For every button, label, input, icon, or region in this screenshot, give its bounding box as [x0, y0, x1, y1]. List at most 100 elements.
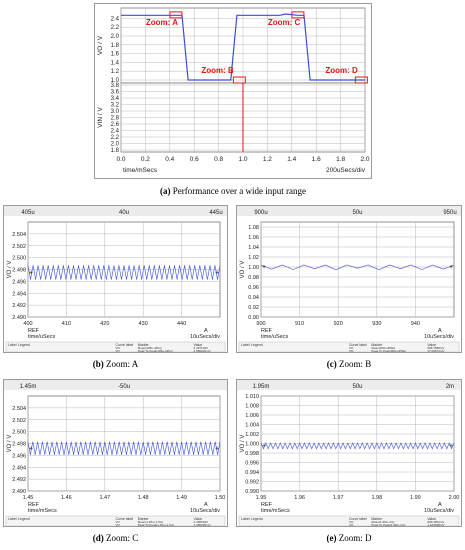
- legend-header: Label: [8, 343, 17, 347]
- legend-header: Legend: [251, 517, 263, 521]
- y-tick-label: 1.04: [248, 245, 259, 251]
- y-axis-label: VO / V: [240, 261, 246, 279]
- zoom-marker-box: [169, 11, 183, 19]
- y-tick-label: 2.498: [12, 442, 26, 448]
- x-tick-label: 920: [334, 321, 343, 327]
- cursor-left-label: 900u: [254, 210, 267, 216]
- a-label: A: [438, 502, 442, 508]
- x-axis-label: time/mSecs: [123, 167, 158, 174]
- y-tick-label: 1.002: [245, 432, 259, 438]
- x-tick-label: 0.8: [214, 156, 223, 163]
- x-tick-label: 0.4: [165, 156, 174, 163]
- legend-cell: 2.496693V: [194, 520, 209, 524]
- y-axis-label: VO / V: [7, 261, 13, 279]
- caption-b-text: Zoom: A: [105, 359, 139, 369]
- legend-header: Curve label: [349, 343, 367, 347]
- caption-a-label: (a): [160, 186, 171, 196]
- y-tick-label: 2.498: [12, 268, 26, 274]
- marker-plus: +: [29, 445, 33, 452]
- legend-header: Value: [194, 517, 203, 521]
- legend-header: Label: [241, 343, 250, 347]
- caption-c-text: Zoom: B: [338, 359, 372, 369]
- y-tick-label: 2.504: [12, 232, 26, 238]
- legend-header: Marker: [138, 517, 150, 521]
- ref-label: REF: [28, 502, 40, 508]
- legend-cell: 2.497135V: [194, 346, 209, 350]
- cursor-header: [4, 206, 227, 216]
- cursor-right-label: 445u: [209, 210, 222, 216]
- cursor-left-label: 1.95m: [253, 384, 270, 390]
- y-tick-label: 2.500: [12, 256, 26, 262]
- x-tick-label: 1.0: [238, 156, 247, 163]
- x-axis-label: time/uSecs: [28, 334, 55, 340]
- cursor-left-label: 1.45m: [20, 384, 37, 390]
- marker-plus: +: [215, 269, 219, 276]
- legend-header: Label: [241, 517, 250, 521]
- chart-b-svg: 405u 40u 445u 2.504 2.502 2.500 2.498 2.496 2.49…: [4, 206, 227, 352]
- y-tick-label: 2.490: [12, 315, 26, 321]
- y-tick-label: 2.6: [111, 122, 120, 128]
- y-tick-label: 2.0: [111, 142, 120, 148]
- caption-d: (d) Zoom: C: [3, 533, 228, 543]
- y-tick-label: 1.0: [111, 78, 120, 84]
- legend-cell: Peak To Peak(1.95m-2m): [371, 523, 405, 526]
- cursor-delta-label: 50u: [352, 210, 362, 216]
- y-tick-label: 0.98: [248, 275, 259, 281]
- y-tick-label: 1.00: [248, 265, 259, 271]
- legend-cell: VO: [349, 520, 354, 524]
- legend-header: Legend: [18, 343, 30, 347]
- legend-cell: 998.7858mV: [427, 346, 444, 350]
- y-tick-label: 3.2: [111, 103, 120, 109]
- legend-cell: Peak To Peak(1.45m-1.5m): [138, 523, 174, 526]
- marker-plus: +: [449, 264, 453, 271]
- y-tick-label: 1.6: [111, 52, 120, 58]
- cursor-header: [237, 380, 461, 390]
- legend-strip: [238, 341, 460, 352]
- x-axis-label: time/mSecs: [28, 508, 57, 514]
- y-tick-label: 1.8: [111, 148, 120, 154]
- x-tick-label: 1.99: [410, 495, 421, 501]
- vo-ripple-trace: [27, 265, 221, 280]
- caption-d-label: (d): [92, 533, 104, 543]
- legend-header: Value: [427, 517, 436, 521]
- legend-cell: VO: [116, 520, 121, 524]
- y-tick-label: 3.0: [111, 109, 120, 115]
- marker-plus: +: [449, 443, 453, 450]
- x-tick-label: 1.98: [371, 495, 382, 501]
- zoom-marker-box: [291, 11, 305, 19]
- marker-plus: +: [215, 445, 219, 452]
- y-axis-label: VO / V: [97, 35, 104, 55]
- cursor-right-label: 950u: [443, 210, 456, 216]
- legend-header: Legend: [251, 343, 263, 347]
- caption-e-label: (e): [326, 533, 337, 543]
- legend-strip: [5, 341, 226, 352]
- ref-label: REF: [261, 502, 273, 508]
- y-tick-label: 1.2: [111, 69, 120, 75]
- legend-cell: VO: [116, 346, 121, 350]
- vo-ripple-trace: [27, 441, 221, 455]
- x-tick-label: 410: [62, 321, 71, 327]
- legend-cell: VO: [349, 349, 354, 352]
- x-tick-label: 2.00: [449, 495, 460, 501]
- y-tick-label: 3.8: [111, 83, 120, 89]
- y-tick-label: 1.000: [245, 442, 259, 448]
- y-tick-label: 2.490: [12, 489, 26, 495]
- x-tick-label: 1.95: [256, 495, 267, 501]
- y-tick-label: 0.90: [248, 315, 259, 321]
- legend-cell: Mean(405u-445u): [138, 346, 162, 350]
- legend-header: Value: [194, 343, 203, 347]
- y-tick-label: 2.0: [111, 34, 120, 40]
- y-axis-label: VO / V: [7, 435, 13, 453]
- chart-panel-b: 405u 40u 445u 2.504 2.502 2.500 2.498 2.496 2.49…: [3, 205, 228, 353]
- x-tick-label: 930: [372, 321, 381, 327]
- y-tick-label: 0.996: [245, 461, 259, 467]
- cursor-delta-label: -50u: [118, 384, 130, 390]
- x-tick-label: 1.48: [138, 495, 149, 501]
- legend-cell: Mean(1.45m-1.5m): [138, 520, 164, 524]
- x-tick-label: 0.2: [141, 156, 150, 163]
- y-tick-label: 2.502: [12, 418, 26, 424]
- y-tick-label: 2.494: [12, 291, 26, 297]
- x-scale-label: 10uSecs/div: [424, 334, 454, 340]
- y-tick-label: 2.502: [12, 244, 26, 250]
- x-tick-label: 1.4: [287, 156, 296, 163]
